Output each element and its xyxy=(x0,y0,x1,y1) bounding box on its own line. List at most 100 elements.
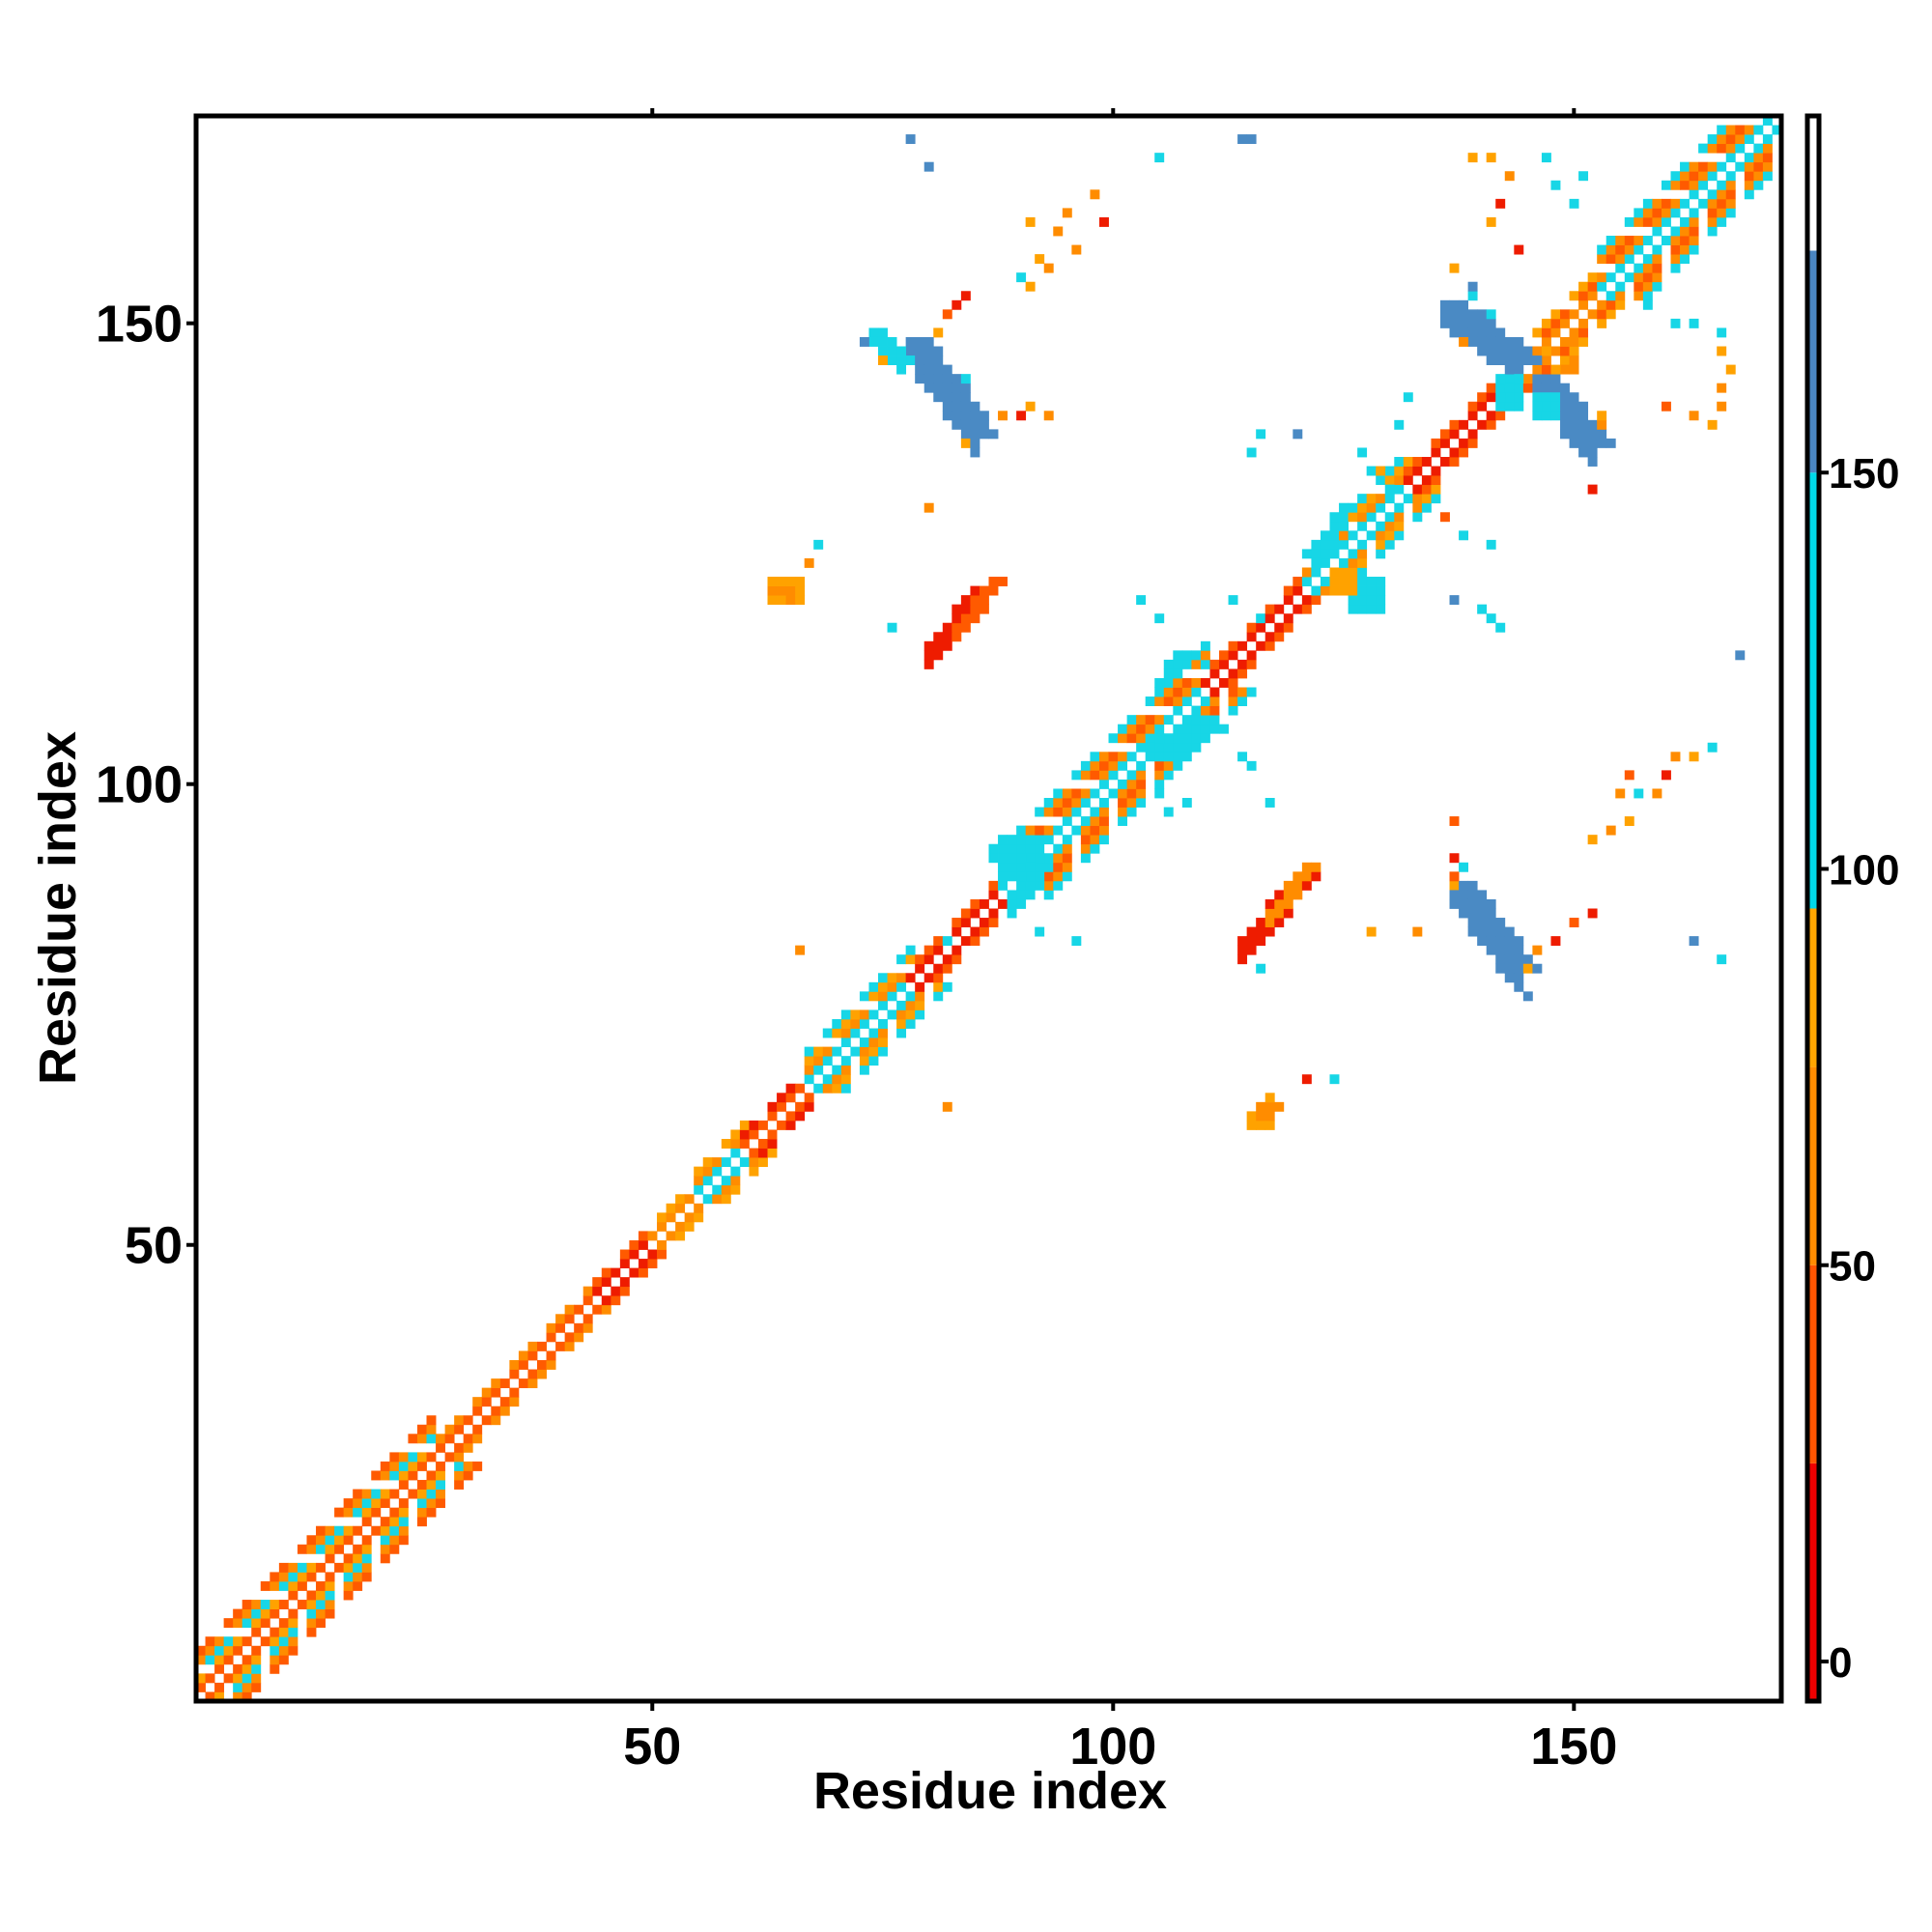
heatmap-cell xyxy=(1467,336,1478,347)
heatmap-cell xyxy=(988,890,999,900)
heatmap-cell xyxy=(694,1166,704,1177)
heatmap-cell xyxy=(1439,457,1450,467)
heatmap-cell xyxy=(850,1046,861,1057)
heatmap-cell xyxy=(343,1580,354,1591)
heatmap-cell xyxy=(933,383,944,393)
heatmap-cell xyxy=(196,1673,206,1684)
heatmap-cell xyxy=(574,1322,584,1333)
heatmap-cell xyxy=(1514,973,1524,983)
heatmap-cell xyxy=(1486,383,1496,393)
heatmap-cell xyxy=(1634,244,1644,255)
heatmap-cell xyxy=(343,1553,354,1564)
heatmap-cell xyxy=(1449,898,1460,909)
heatmap-cell xyxy=(1689,226,1699,237)
heatmap-cell xyxy=(1136,733,1147,744)
heatmap-cell xyxy=(1098,216,1109,227)
heatmap-cell xyxy=(325,1544,335,1554)
heatmap-cell xyxy=(1145,733,1155,744)
heatmap-cell xyxy=(1477,604,1488,614)
heatmap-cell xyxy=(1707,171,1718,182)
heatmap-cell xyxy=(1459,318,1469,328)
heatmap-cell xyxy=(1118,760,1128,771)
heatmap-cell xyxy=(721,1184,731,1195)
heatmap-cell xyxy=(481,1387,492,1398)
heatmap-cell xyxy=(1145,715,1155,725)
heatmap-cell xyxy=(1467,908,1478,919)
heatmap-cell xyxy=(499,1397,510,1407)
heatmap-cell xyxy=(1578,171,1589,182)
heatmap-cell xyxy=(509,1387,520,1398)
heatmap-cell xyxy=(1449,871,1460,882)
heatmap-cell xyxy=(1431,438,1441,448)
heatmap-cell xyxy=(915,374,925,384)
heatmap-cell xyxy=(804,1046,814,1057)
heatmap-cell xyxy=(1578,401,1589,412)
heatmap-cell xyxy=(361,1517,372,1527)
heatmap-cell xyxy=(1126,715,1137,725)
heatmap-cell xyxy=(785,1111,796,1122)
heatmap-cell xyxy=(1486,153,1496,163)
heatmap-cell xyxy=(408,1452,418,1463)
heatmap-cell xyxy=(1624,816,1634,827)
heatmap-cell xyxy=(1642,272,1653,283)
heatmap-cell xyxy=(933,640,944,651)
heatmap-cell xyxy=(1329,1074,1340,1085)
heatmap-cell xyxy=(647,1249,658,1260)
heatmap-cell xyxy=(1173,705,1183,716)
heatmap-cell xyxy=(868,1028,879,1038)
heatmap-cell xyxy=(416,1517,427,1527)
heatmap-cell xyxy=(1293,871,1303,882)
heatmap-cell xyxy=(1459,336,1469,347)
heatmap-cell xyxy=(371,1525,382,1536)
heatmap-cell xyxy=(1348,512,1358,523)
heatmap-cell xyxy=(334,1535,345,1546)
x-axis-title: Residue index xyxy=(813,1762,1167,1820)
heatmap-cell xyxy=(1145,696,1155,706)
heatmap-cell xyxy=(1136,724,1147,734)
heatmap-cell xyxy=(1246,1111,1257,1122)
heatmap-cell xyxy=(1246,760,1257,771)
heatmap-cell xyxy=(242,1636,252,1647)
heatmap-cell xyxy=(1062,862,1072,872)
heatmap-cell xyxy=(1274,622,1285,633)
heatmap-cell xyxy=(960,438,971,448)
heatmap-cell xyxy=(1670,171,1681,182)
heatmap-cell xyxy=(1560,309,1570,320)
heatmap-cell xyxy=(1311,539,1321,550)
heatmap-cell xyxy=(1348,604,1358,614)
heatmap-cell xyxy=(1762,171,1773,182)
heatmap-cell xyxy=(260,1636,270,1647)
heatmap-cell xyxy=(960,908,971,919)
heatmap-cell xyxy=(223,1655,234,1665)
heatmap-cell xyxy=(942,963,952,974)
heatmap-cell xyxy=(979,429,989,440)
heatmap-cell xyxy=(1467,401,1478,412)
heatmap-cell xyxy=(998,862,1008,872)
heatmap-cell xyxy=(371,1507,382,1518)
heatmap-cell xyxy=(1578,447,1589,458)
heatmap-cell xyxy=(316,1618,326,1629)
heatmap-cell xyxy=(1090,770,1100,781)
heatmap-cell xyxy=(1246,936,1257,947)
heatmap-cell xyxy=(905,1000,916,1010)
heatmap-cell xyxy=(942,411,952,421)
heatmap-cell xyxy=(859,1056,869,1066)
heatmap-cell xyxy=(1717,125,1727,135)
heatmap-cell xyxy=(1467,411,1478,421)
heatmap-cell xyxy=(353,1580,363,1591)
heatmap-cell xyxy=(223,1673,234,1684)
heatmap-cell xyxy=(1477,392,1488,403)
heatmap-cell xyxy=(1007,835,1017,845)
heatmap-cell xyxy=(1661,401,1671,412)
heatmap-cell xyxy=(1707,143,1718,154)
colorbar-tick-label: 150 xyxy=(1829,450,1899,497)
heatmap-cell xyxy=(1348,502,1358,513)
heatmap-cell xyxy=(1449,880,1460,891)
heatmap-cell xyxy=(1615,263,1626,273)
heatmap-cell xyxy=(1090,843,1100,854)
heatmap-cell xyxy=(757,1157,768,1168)
heatmap-cell xyxy=(1550,401,1561,412)
heatmap-cell xyxy=(1744,125,1754,135)
heatmap-cell xyxy=(1264,1101,1275,1112)
heatmap-cell xyxy=(1605,244,1616,255)
